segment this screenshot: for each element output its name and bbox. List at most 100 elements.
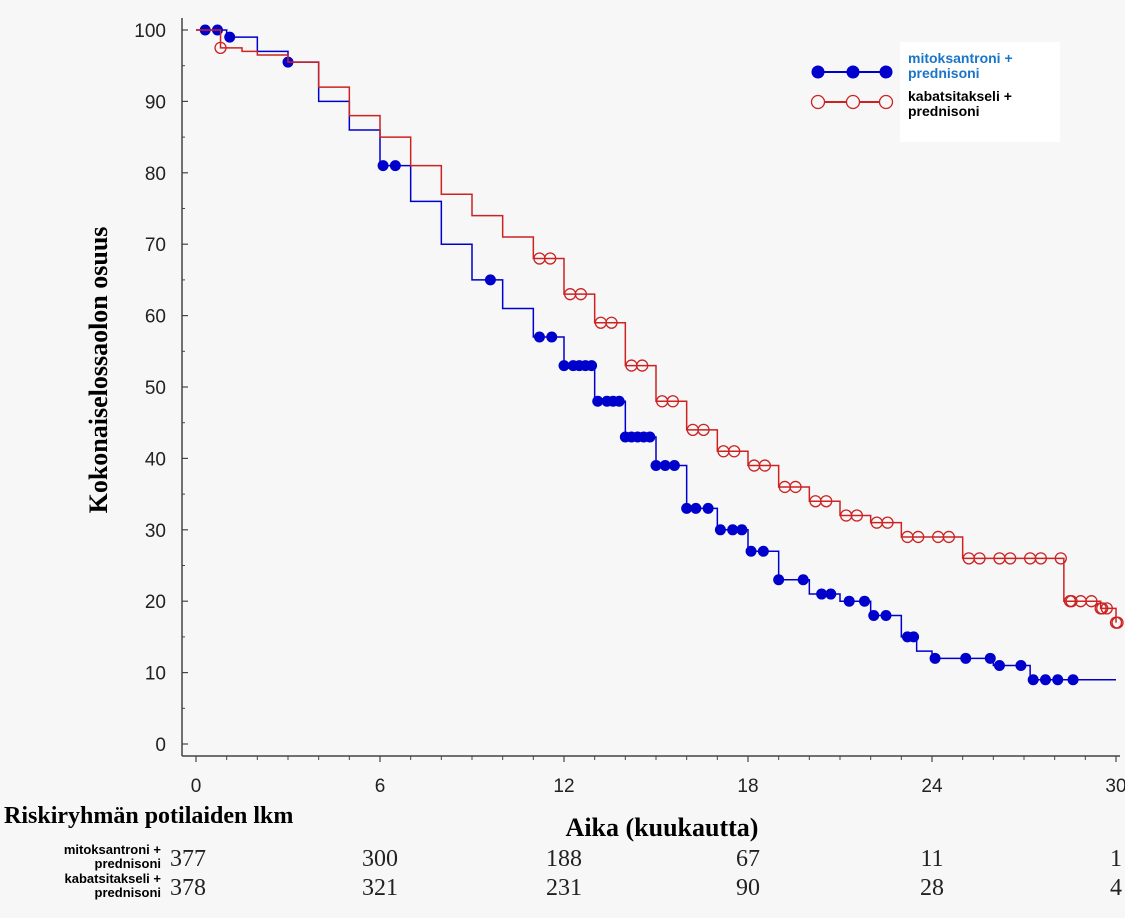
x-tick-label: 30 <box>1105 776 1125 797</box>
y-tick-label: 90 <box>145 92 166 113</box>
series-2-marker <box>1109 616 1123 629</box>
series-1-marker <box>908 631 920 643</box>
series-1-marker <box>558 360 570 372</box>
series-1-marker <box>773 574 785 586</box>
y-axis-title: Kokonaiselossaolon osuus <box>84 227 113 514</box>
series-2-marker <box>850 509 864 522</box>
risk-row-label: kabatsitakseli + <box>65 871 162 886</box>
series-1-marker <box>797 574 809 586</box>
series-2-marker <box>881 516 894 529</box>
series-1-marker <box>586 360 598 372</box>
legend-marker <box>878 94 894 110</box>
risk-value: 378 <box>170 875 206 901</box>
risk-value: 377 <box>170 846 206 872</box>
x-tick-label: 18 <box>737 776 758 797</box>
series-2-marker <box>636 359 649 372</box>
y-tick-label: 70 <box>145 235 166 256</box>
legend-marker <box>810 94 826 110</box>
risk-row-label: prednisoni <box>95 856 161 871</box>
legend-label: mitoksantroni + <box>908 50 1013 66</box>
risk-value: 188 <box>546 846 582 872</box>
legend-marker <box>846 65 860 79</box>
series-1-marker <box>613 395 625 407</box>
series-1-marker <box>929 652 941 664</box>
y-tick-label: 30 <box>145 521 166 542</box>
series-2-marker <box>1004 552 1017 565</box>
y-tick-label: 20 <box>145 592 166 613</box>
legend-marker <box>879 65 893 79</box>
series-1-marker <box>224 31 236 43</box>
series-1-marker <box>880 609 892 621</box>
y-tick-label: 60 <box>145 307 166 328</box>
risk-table-title: Riskiryhmän potilaiden lkm <box>4 803 293 829</box>
series-1-marker <box>377 160 389 172</box>
series-1-marker <box>984 652 996 664</box>
x-axis-title: Aika (kuukautta) <box>566 813 759 842</box>
series-2-marker <box>1054 552 1067 565</box>
x-tick-label: 12 <box>553 776 574 797</box>
series-2-marker <box>912 530 925 544</box>
x-tick-label: 6 <box>375 776 386 797</box>
risk-table: mitoksantroni +prednisoni 377 300 188 67 11 1k… <box>64 842 1122 901</box>
series-1-marker <box>714 524 726 536</box>
risk-value: 300 <box>362 846 398 872</box>
series-1-marker <box>389 160 401 172</box>
series-1-marker <box>868 609 880 621</box>
series-1-marker <box>1052 674 1064 686</box>
risk-value: 11 <box>920 846 943 872</box>
series-2-marker <box>973 552 986 565</box>
y-tick-label: 80 <box>145 164 166 185</box>
series-1-marker <box>690 502 702 514</box>
y-tick-label: 100 <box>134 21 166 42</box>
risk-value: 321 <box>362 875 398 901</box>
series-1-marker <box>825 588 837 600</box>
series-1-marker <box>727 524 739 536</box>
series-1-marker <box>993 659 1005 671</box>
legend: mitoksantroni +prednisonikabatsitakseli … <box>810 42 1060 142</box>
risk-value: 90 <box>736 875 760 901</box>
plot-area <box>196 24 1124 686</box>
legend-label: prednisoni <box>908 103 980 119</box>
risk-value: 1 <box>1110 846 1122 872</box>
series-line-2 <box>196 29 1117 623</box>
chart-axes: 0 10 20 30 40 50 60 70 80 90 100 0 6 12 18 24 30 <box>134 18 1125 797</box>
series-2-marker <box>728 445 741 458</box>
risk-value: 28 <box>920 875 944 901</box>
series-1-marker <box>736 524 748 536</box>
y-tick-label: 50 <box>145 378 166 399</box>
series-1-marker <box>1039 674 1051 686</box>
y-tick-label: 10 <box>145 664 166 685</box>
series-2-marker <box>820 495 833 508</box>
series-1-marker <box>1067 674 1079 686</box>
series-1-marker <box>644 431 656 443</box>
x-tick-label: 0 <box>191 776 202 797</box>
series-2-marker <box>1034 552 1048 565</box>
series-1-marker <box>668 460 680 472</box>
series-1-marker <box>659 460 671 472</box>
series-1-marker <box>546 331 558 343</box>
series-2-marker <box>1094 602 1107 615</box>
risk-value: 4 <box>1110 875 1122 901</box>
series-2-marker <box>697 423 710 436</box>
series-1-marker <box>960 652 972 664</box>
series-2-marker <box>1100 602 1113 615</box>
risk-value: 231 <box>546 875 582 901</box>
series-1-marker <box>592 395 604 407</box>
series-2-marker <box>666 395 680 408</box>
series-1-marker <box>1015 659 1027 671</box>
series-1-marker <box>702 502 714 514</box>
x-tick-label: 24 <box>921 776 943 797</box>
series-1-marker <box>681 502 693 514</box>
series-2-marker <box>942 530 956 544</box>
series-1-marker <box>533 331 545 343</box>
risk-value: 67 <box>736 846 760 872</box>
legend-marker <box>811 65 825 79</box>
y-tick-label: 0 <box>155 735 166 756</box>
legend-label: prednisoni <box>908 65 980 81</box>
series-2-marker <box>574 288 588 301</box>
series-1-marker <box>745 545 757 557</box>
series-2-marker <box>758 459 772 472</box>
legend-label: kabatsitakseli + <box>908 88 1012 104</box>
series-1-marker <box>650 460 662 472</box>
